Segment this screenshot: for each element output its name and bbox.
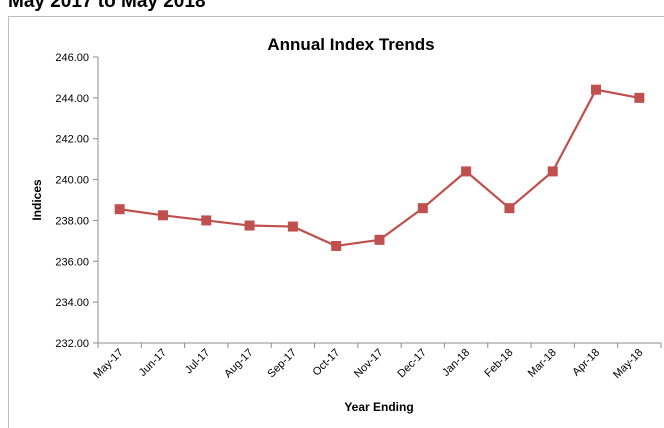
y-tick-label: 240.00 xyxy=(55,175,89,187)
x-tick-label: Jan-18 xyxy=(440,347,472,379)
series xyxy=(114,84,645,251)
x-tick-label: Jun-17 xyxy=(137,347,169,379)
x-tick-label: Jul-17 xyxy=(183,347,213,377)
data-point xyxy=(417,203,428,214)
x-tick-label: Oct-17 xyxy=(310,347,342,379)
x-tick-label: Feb-18 xyxy=(482,347,515,380)
data-point xyxy=(157,210,168,221)
x-axis-title: Year Ending xyxy=(344,400,413,414)
y-tick-label: 234.00 xyxy=(55,297,89,309)
data-point xyxy=(547,166,558,177)
y-tick-label: 236.00 xyxy=(55,256,89,268)
y-tick-label: 246.00 xyxy=(55,52,89,64)
data-point xyxy=(244,220,255,231)
chart-title: Annual Index Trends xyxy=(267,35,434,54)
x-tick-label: May-18 xyxy=(611,347,645,381)
x-tick-label: May-17 xyxy=(91,347,125,381)
x-tick-label: Dec-17 xyxy=(395,347,429,381)
data-point xyxy=(331,240,342,251)
y-tick-label: 244.00 xyxy=(55,93,89,105)
data-point xyxy=(201,215,212,226)
chart-area xyxy=(8,16,664,428)
x-tick-label: Nov-17 xyxy=(352,347,386,381)
data-point xyxy=(504,203,515,214)
data-point xyxy=(374,234,385,245)
series-line xyxy=(119,88,640,248)
x-tick-label: Apr-18 xyxy=(570,347,602,379)
x-tick-label: Aug-17 xyxy=(222,347,256,381)
data-point xyxy=(591,84,602,95)
data-point xyxy=(114,204,125,215)
x-tick-label: Sep-17 xyxy=(265,347,299,381)
y-tick-label: 242.00 xyxy=(55,134,89,146)
data-point xyxy=(461,166,472,177)
y-tick-label: 238.00 xyxy=(55,215,89,227)
y-axis-title: Indices xyxy=(30,179,44,221)
data-point xyxy=(634,92,645,103)
data-point xyxy=(287,221,298,232)
y-tick-label: 232.00 xyxy=(55,338,89,350)
x-axis: May-17 Jun-17 Jul-17 Aug-17 Sep-17 Oct-17 Nov-… xyxy=(91,342,662,381)
page-heading: May 2017 to May 2018 xyxy=(8,0,206,12)
x-tick-label: Mar-18 xyxy=(526,347,559,380)
y-axis: 232.00 234.00 236.00 238.00 240.00 242.00 244.… xyxy=(55,52,99,350)
